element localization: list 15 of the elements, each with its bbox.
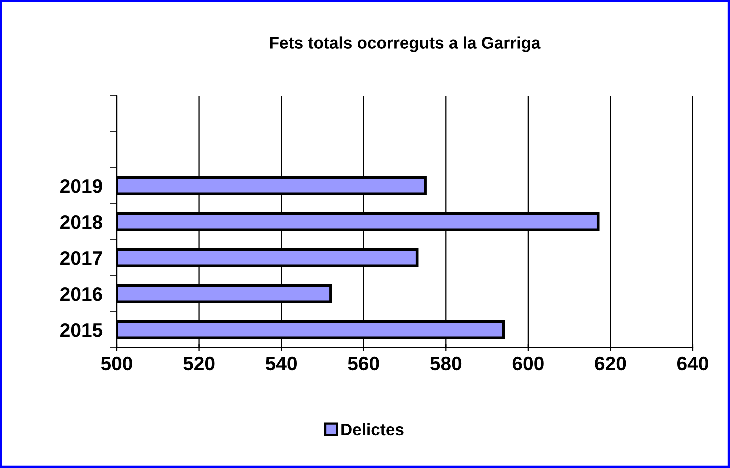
- chart-title: Fets totals ocorreguts a la Garriga: [270, 36, 541, 52]
- x-tick-label: 560: [348, 356, 380, 371]
- x-tick-label: 640: [677, 356, 708, 371]
- y-tick-label: 2018: [60, 215, 103, 230]
- x-tick-label: 540: [266, 356, 297, 371]
- y-tick-label: 2016: [60, 287, 102, 302]
- x-tick-label: 600: [512, 356, 544, 371]
- x-tick-label: 520: [184, 356, 215, 371]
- x-tick-label: 580: [430, 356, 462, 371]
- x-tick-label: 500: [101, 356, 132, 371]
- y-tick-label: 2015: [60, 323, 103, 338]
- y-tick-label: 2019: [60, 179, 102, 194]
- x-tick-label: 620: [595, 356, 626, 371]
- legend-label: Delictes: [342, 423, 404, 436]
- y-tick-label: 2017: [60, 251, 102, 266]
